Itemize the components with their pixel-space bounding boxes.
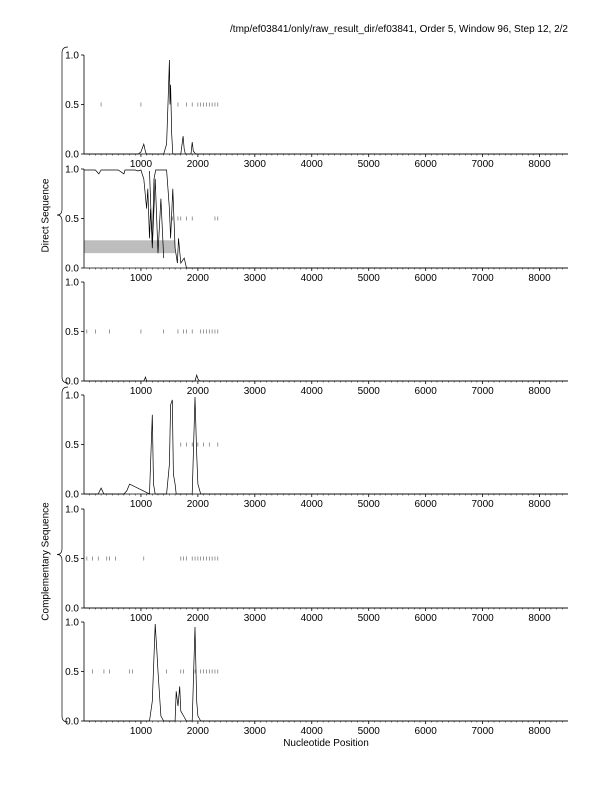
x-tick-label: 4000 <box>301 499 324 510</box>
y-tick-label: 1.0 <box>65 505 79 516</box>
y-tick-label: 0.5 <box>65 554 79 565</box>
direct-sequence-label: Direct Sequence <box>40 178 52 253</box>
x-tick-label: 8000 <box>528 159 551 170</box>
x-tick-label: 1000 <box>130 499 153 510</box>
direct-sequence-brace <box>56 46 69 384</box>
x-tick-label: 3000 <box>244 159 267 170</box>
y-tick-label: 0.0 <box>65 377 79 388</box>
y-tick-label: 1.0 <box>65 278 79 289</box>
x-tick-label: 8000 <box>528 273 551 284</box>
y-tick-label: 0.0 <box>65 604 79 615</box>
x-tick-label: 3000 <box>244 386 267 397</box>
x-tick-label: 5000 <box>358 273 381 284</box>
x-tick-label: 6000 <box>415 273 438 284</box>
x-tick-label: 1000 <box>130 613 153 624</box>
complementary-sequence-brace <box>56 386 69 723</box>
x-tick-label: 3000 <box>244 273 267 284</box>
x-tick-label: 8000 <box>528 499 551 510</box>
y-tick-label: 1.0 <box>65 618 79 629</box>
x-tick-label: 8000 <box>528 386 551 397</box>
x-tick-label: 3000 <box>244 499 267 510</box>
x-tick-label: 2000 <box>187 726 210 737</box>
x-tick-label: 4000 <box>301 726 324 737</box>
series-line <box>84 396 568 495</box>
x-tick-label: 2000 <box>187 273 210 284</box>
x-tick-label: 2000 <box>187 386 210 397</box>
y-tick-label: 0.5 <box>65 667 79 678</box>
x-tick-label: 1000 <box>130 726 153 737</box>
shaded-region <box>84 240 176 254</box>
y-tick-label: 0.5 <box>65 214 79 225</box>
x-tick-label: 6000 <box>415 726 438 737</box>
x-tick-label: 8000 <box>528 613 551 624</box>
series-line <box>84 373 568 382</box>
x-tick-label: 2000 <box>187 159 210 170</box>
x-tick-label: 5000 <box>358 726 381 737</box>
x-tick-label: 3000 <box>244 726 267 737</box>
y-tick-label: 0.0 <box>65 717 79 728</box>
x-tick-label: 4000 <box>301 386 324 397</box>
x-tick-label: 7000 <box>471 726 494 737</box>
x-tick-label: 7000 <box>471 159 494 170</box>
y-tick-label: 0.5 <box>65 440 79 451</box>
x-tick-label: 1000 <box>130 159 153 170</box>
y-tick-label: 0.5 <box>65 100 79 111</box>
x-tick-label: 5000 <box>358 159 381 170</box>
x-tick-label: 2000 <box>187 499 210 510</box>
x-tick-label: 6000 <box>415 613 438 624</box>
x-tick-label: 2000 <box>187 613 210 624</box>
x-tick-label: 8000 <box>528 726 551 737</box>
x-tick-label: 5000 <box>358 386 381 397</box>
y-tick-label: 0.5 <box>65 327 79 338</box>
y-tick-label: 0.0 <box>65 490 79 501</box>
y-tick-label: 1.0 <box>65 165 79 176</box>
y-tick-label: 1.0 <box>65 391 79 402</box>
x-tick-label: 6000 <box>415 159 438 170</box>
x-tick-label: 5000 <box>358 613 381 624</box>
series-line <box>149 170 165 259</box>
x-tick-label: 1000 <box>130 386 153 397</box>
x-tick-label: 6000 <box>415 386 438 397</box>
x-tick-label: 4000 <box>301 273 324 284</box>
x-tick-label: 4000 <box>301 613 324 624</box>
x-tick-label: 5000 <box>358 499 381 510</box>
x-tick-label: 1000 <box>130 273 153 284</box>
series-line <box>84 623 568 722</box>
x-tick-label: 7000 <box>471 273 494 284</box>
x-axis-label: Nucleotide Position <box>283 738 369 749</box>
y-tick-label: 1.0 <box>65 51 79 62</box>
x-tick-label: 7000 <box>471 499 494 510</box>
x-tick-label: 7000 <box>471 613 494 624</box>
y-tick-label: 0.0 <box>65 150 79 161</box>
complementary-sequence-label: Complementary Sequence <box>40 502 52 621</box>
x-tick-label: 7000 <box>471 386 494 397</box>
chart-title: /tmp/ef03841/only/raw_result_dir/ef03841… <box>230 24 568 35</box>
x-tick-label: 4000 <box>301 159 324 170</box>
x-tick-label: 6000 <box>415 499 438 510</box>
x-tick-label: 3000 <box>244 613 267 624</box>
series-line <box>84 59 568 155</box>
y-tick-label: 0.0 <box>65 264 79 275</box>
